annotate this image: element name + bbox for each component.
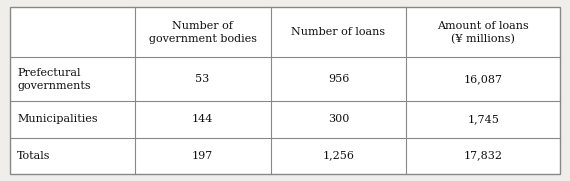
Text: 956: 956 xyxy=(328,74,349,84)
Text: Amount of loans
(¥ millions): Amount of loans (¥ millions) xyxy=(437,21,529,44)
Text: 300: 300 xyxy=(328,114,349,124)
Text: Number of
government bodies: Number of government bodies xyxy=(149,21,256,44)
Text: 17,832: 17,832 xyxy=(463,151,503,161)
Text: 197: 197 xyxy=(192,151,213,161)
Text: Prefectural
governments: Prefectural governments xyxy=(17,68,91,91)
Text: 1,745: 1,745 xyxy=(467,114,499,124)
Text: 1,256: 1,256 xyxy=(323,151,355,161)
Text: Municipalities: Municipalities xyxy=(17,114,97,124)
Text: 144: 144 xyxy=(192,114,213,124)
Text: 16,087: 16,087 xyxy=(463,74,503,84)
Text: Number of loans: Number of loans xyxy=(291,27,385,37)
Text: 53: 53 xyxy=(196,74,210,84)
Text: Totals: Totals xyxy=(17,151,51,161)
